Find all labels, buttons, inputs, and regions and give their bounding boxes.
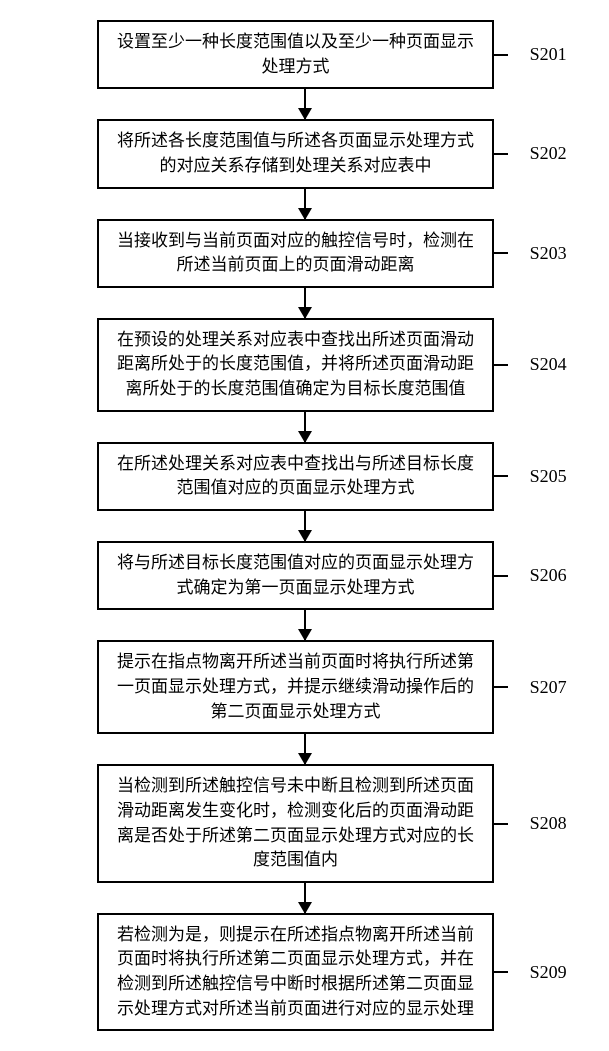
flow-step-row: 当接收到与当前页面对应的触控信号时，检测在所述当前页面上的页面滑动距离 S203 (20, 219, 589, 288)
label-tick (494, 575, 508, 577)
flow-step-row: 提示在指点物离开所述当前页面时将执行所述第一页面显示处理方式，并提示继续滑动操作… (20, 640, 589, 734)
flow-step-label: S209 (530, 962, 589, 983)
flow-step-box: 当检测到所述触控信号未中断且检测到所述页面滑动距离发生变化时，检测变化后的页面滑… (97, 764, 493, 883)
flow-step-box: 设置至少一种长度范围值以及至少一种页面显示处理方式 (97, 20, 493, 89)
arrow-wrap (20, 412, 589, 442)
flow-step-box: 当接收到与当前页面对应的触控信号时，检测在所述当前页面上的页面滑动距离 (97, 219, 493, 288)
flow-step-label: S201 (530, 44, 589, 65)
flow-step-row: 若检测为是，则提示在所述指点物离开所述当前页面时将执行所述第二页面显示处理方式，… (20, 913, 589, 1032)
flow-step-row: 当检测到所述触控信号未中断且检测到所述页面滑动距离发生变化时，检测变化后的页面滑… (20, 764, 589, 883)
flow-step-row: 设置至少一种长度范围值以及至少一种页面显示处理方式 S201 (20, 20, 589, 89)
flow-step-row: 将所述各长度范围值与所述各页面显示处理方式的对应关系存储到处理关系对应表中 S20… (20, 119, 589, 188)
arrow-down-icon (304, 883, 306, 913)
flow-arrow (20, 89, 589, 119)
arrow-wrap (20, 734, 589, 764)
flow-arrow (20, 883, 589, 913)
flow-arrow (20, 610, 589, 640)
flow-arrow (20, 734, 589, 764)
flow-step-box: 将与所述目标长度范围值对应的页面显示处理方式确定为第一页面显示处理方式 (97, 541, 493, 610)
flow-step-row: 在预设的处理关系对应表中查找出所述页面滑动距离所处于的长度范围值，并将所述页面滑… (20, 318, 589, 412)
flow-step-row: 在所述处理关系对应表中查找出与所述目标长度范围值对应的页面显示处理方式 S205 (20, 442, 589, 511)
flow-step-row: 将与所述目标长度范围值对应的页面显示处理方式确定为第一页面显示处理方式 S206 (20, 541, 589, 610)
flow-step-label: S204 (530, 354, 589, 375)
label-tick (494, 364, 508, 366)
arrow-down-icon (304, 610, 306, 640)
arrow-wrap (20, 883, 589, 913)
flowchart-container: 设置至少一种长度范围值以及至少一种页面显示处理方式 S201 将所述各长度范围值与所… (20, 20, 589, 1031)
label-tick (494, 475, 508, 477)
flow-step-box: 将所述各长度范围值与所述各页面显示处理方式的对应关系存储到处理关系对应表中 (97, 119, 493, 188)
label-tick (494, 971, 508, 973)
flow-arrow (20, 288, 589, 318)
flow-step-label: S205 (530, 466, 589, 487)
flow-step-box: 在所述处理关系对应表中查找出与所述目标长度范围值对应的页面显示处理方式 (97, 442, 493, 511)
arrow-wrap (20, 511, 589, 541)
arrow-down-icon (304, 412, 306, 442)
arrow-down-icon (304, 511, 306, 541)
label-tick (494, 252, 508, 254)
arrow-wrap (20, 189, 589, 219)
arrow-down-icon (304, 734, 306, 764)
flow-arrow (20, 189, 589, 219)
arrow-wrap (20, 288, 589, 318)
flow-step-label: S206 (530, 565, 589, 586)
arrow-down-icon (304, 89, 306, 119)
flow-step-box: 若检测为是，则提示在所述指点物离开所述当前页面时将执行所述第二页面显示处理方式，… (97, 913, 493, 1032)
label-tick (494, 686, 508, 688)
flow-step-label: S202 (530, 143, 589, 164)
flow-step-label: S207 (530, 677, 589, 698)
flow-step-box: 在预设的处理关系对应表中查找出所述页面滑动距离所处于的长度范围值，并将所述页面滑… (97, 318, 493, 412)
flow-arrow (20, 412, 589, 442)
label-tick (494, 153, 508, 155)
flow-step-box: 提示在指点物离开所述当前页面时将执行所述第一页面显示处理方式，并提示继续滑动操作… (97, 640, 493, 734)
flow-arrow (20, 511, 589, 541)
arrow-down-icon (304, 288, 306, 318)
arrow-down-icon (304, 189, 306, 219)
label-tick (494, 823, 508, 825)
arrow-wrap (20, 89, 589, 119)
flow-step-label: S208 (530, 813, 589, 834)
arrow-wrap (20, 610, 589, 640)
flow-step-label: S203 (530, 243, 589, 264)
label-tick (494, 54, 508, 56)
